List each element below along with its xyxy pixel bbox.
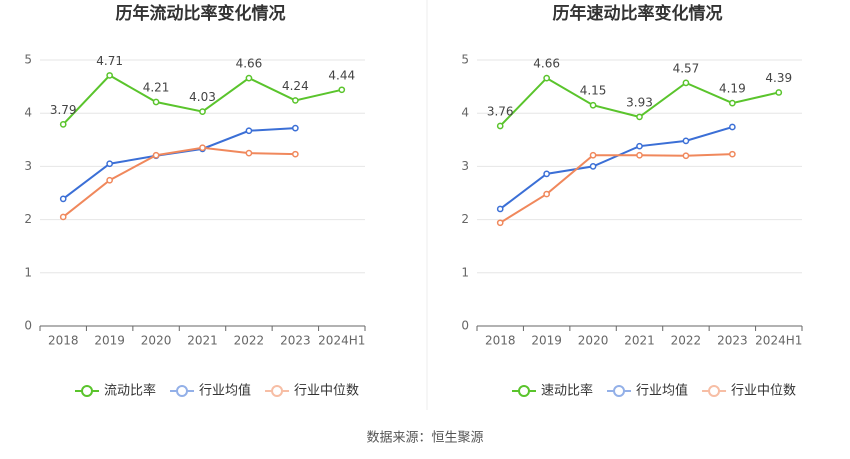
point — [543, 170, 550, 178]
legend-marker — [81, 385, 93, 397]
legend-label: 行业均值 — [636, 383, 688, 399]
y-tick-label: 4 — [24, 106, 32, 120]
point — [106, 72, 113, 79]
y-tick-label: 2 — [461, 212, 469, 226]
data-label: 4.15 — [580, 84, 607, 98]
x-tick-label: 2022 — [234, 334, 265, 348]
series-line — [62, 146, 296, 218]
point — [245, 74, 253, 82]
y-tick-label: 4 — [461, 106, 469, 120]
legend-marker — [271, 385, 284, 397]
x-tick-label: 2021 — [187, 334, 218, 348]
point — [543, 190, 550, 198]
legend-marker — [518, 385, 530, 397]
x-tick-label: 2019 — [94, 334, 125, 348]
point — [292, 124, 299, 132]
y-tick-label: 0 — [24, 319, 32, 333]
data-label: 4.71 — [96, 54, 123, 68]
point — [496, 205, 504, 213]
x-tick-label: 2023 — [280, 334, 311, 348]
point — [589, 101, 597, 109]
series-line — [499, 153, 733, 224]
chart-title: 历年速动比率变化情况 — [553, 3, 723, 24]
point — [496, 122, 504, 130]
point — [199, 144, 206, 152]
x-tick-label: 2018 — [48, 334, 79, 348]
point — [245, 149, 253, 157]
point — [496, 219, 504, 227]
point — [729, 150, 736, 158]
point — [245, 127, 253, 135]
y-tick-label: 2 — [24, 212, 32, 226]
data-label: 4.03 — [189, 90, 216, 104]
point — [682, 152, 690, 160]
data-label: 4.39 — [765, 71, 792, 85]
point — [152, 151, 160, 159]
point — [338, 86, 346, 94]
data-label: 4.66 — [236, 57, 263, 71]
x-tick-label: 2024H1 — [318, 334, 365, 348]
y-tick-label: 5 — [461, 53, 469, 67]
y-tick-label: 3 — [461, 159, 469, 173]
point — [589, 151, 597, 159]
data-label: 3.79 — [50, 103, 77, 117]
data-label: 3.93 — [626, 95, 653, 109]
point — [199, 108, 206, 115]
y-tick-label: 0 — [461, 319, 469, 333]
source: 数据来源：恒生聚源 — [366, 431, 483, 446]
x-tick-label: 2019 — [531, 334, 562, 348]
point — [729, 123, 736, 131]
data-label: 4.24 — [282, 79, 309, 93]
point — [59, 213, 67, 221]
legend-label: 速动比率 — [541, 383, 593, 399]
point — [292, 150, 299, 158]
x-tick-label: 2024H1 — [755, 334, 802, 348]
point — [589, 163, 597, 170]
point — [682, 79, 690, 87]
point — [682, 137, 690, 145]
point — [543, 74, 550, 82]
legend-label: 行业中位数 — [731, 384, 796, 399]
x-tick-label: 2020 — [141, 334, 172, 348]
x-tick-label: 2018 — [485, 334, 516, 348]
data-label: 4.19 — [719, 82, 746, 96]
data-label: 4.21 — [143, 81, 170, 95]
legend-marker — [176, 385, 189, 397]
point — [636, 142, 643, 150]
y-tick-label: 3 — [24, 159, 32, 173]
x-tick-label: 2023 — [717, 334, 748, 348]
x-tick-label: 2021 — [624, 334, 655, 348]
legend-label: 行业均值 — [199, 383, 251, 399]
legend-label: 流动比率 — [104, 383, 156, 399]
x-tick-label: 2020 — [578, 334, 609, 348]
point — [636, 151, 643, 159]
legend-marker — [613, 385, 626, 397]
point — [152, 98, 160, 106]
series-line — [499, 126, 733, 210]
data-label: 3.76 — [487, 104, 514, 118]
point — [106, 160, 113, 168]
point — [59, 121, 67, 128]
data-label: 4.57 — [673, 61, 700, 75]
y-tick-label: 5 — [24, 53, 32, 67]
legend-marker — [708, 385, 721, 397]
chart-title: 历年流动比率变化情况 — [116, 3, 286, 24]
y-tick-label: 1 — [24, 265, 32, 279]
point — [59, 195, 67, 203]
y-tick-label: 1 — [461, 265, 469, 279]
point — [729, 99, 736, 107]
legend-label: 行业中位数 — [294, 384, 359, 399]
x-tick-label: 2022 — [671, 334, 702, 348]
point — [292, 97, 299, 104]
point — [106, 176, 113, 184]
point — [775, 89, 783, 96]
point — [636, 113, 643, 121]
data-label: 4.44 — [328, 68, 355, 82]
data-label: 4.66 — [533, 57, 560, 71]
